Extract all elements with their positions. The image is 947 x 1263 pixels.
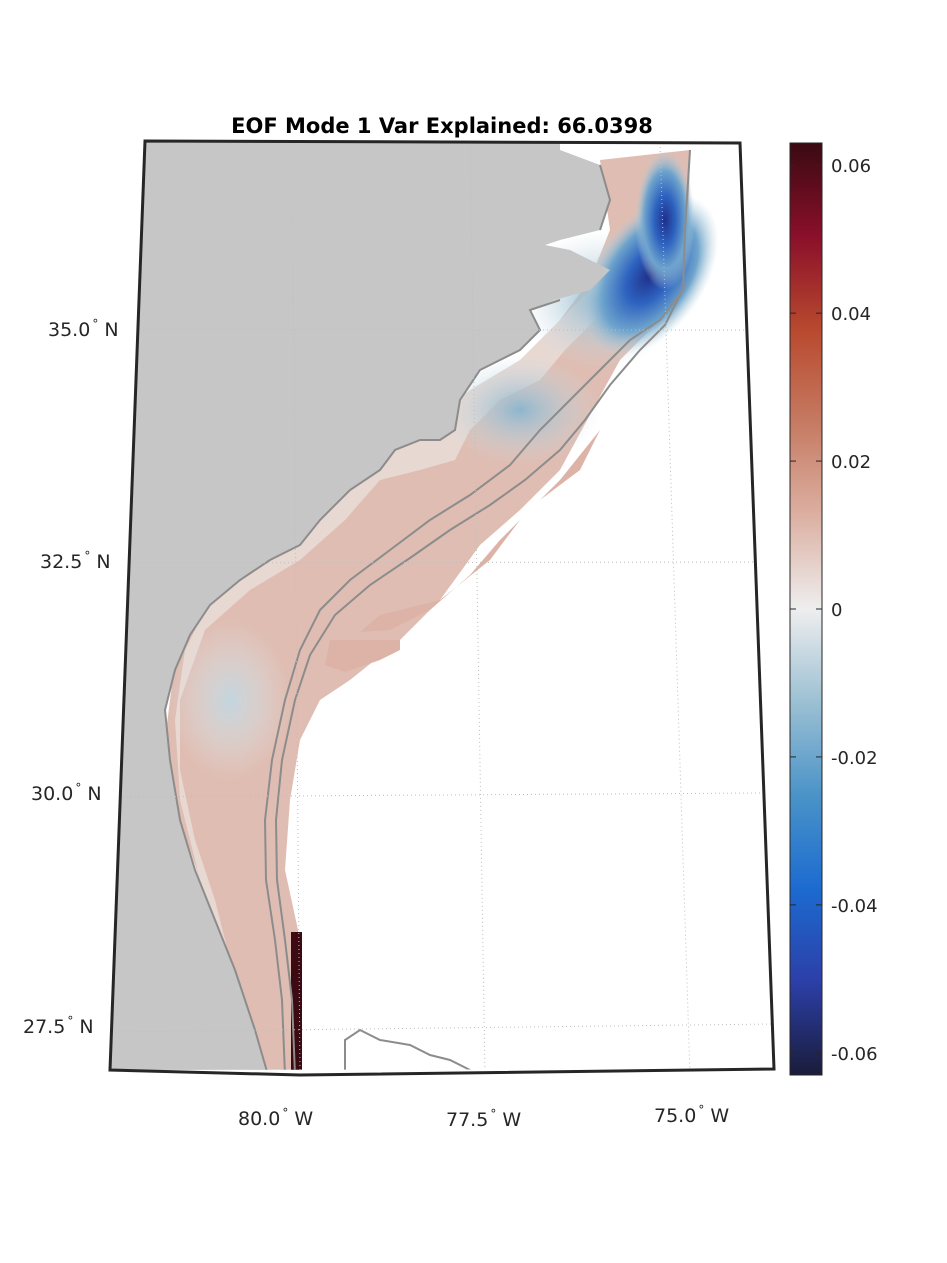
colorbar: 0.06 0.04 0.02 0 -0.02 -0.04 -0.06: [789, 142, 878, 1076]
map-frame: [108, 139, 776, 1077]
isobath-inner: [263, 149, 691, 1070]
lon-label-77.5: 77.5 ° W: [446, 1107, 521, 1131]
bahamas-coastline: [344, 1028, 481, 1070]
colorbar-ticks: 0.06 0.04 0.02 0 -0.02 -0.04 -0.06: [790, 156, 878, 1065]
eof-negative-pale: [170, 620, 290, 780]
eof-negative-core-2: [635, 150, 695, 290]
lon-label-80: 80.0 ° W: [238, 1106, 313, 1130]
latitude-labels: 35.0 ° N 32.5 ° N 30.0 ° N 27.5 ° N: [23, 317, 119, 1038]
colorbar-tick-label: -0.04: [831, 896, 878, 917]
colorbar-tick-label: -0.06: [831, 1044, 878, 1065]
eof-field-offshore: [325, 640, 400, 672]
colorbar-tick-label: 0: [831, 600, 842, 621]
lat-label-32.5: 32.5 ° N: [40, 549, 111, 573]
colorbar-tick-label: -0.02: [831, 748, 878, 769]
eof-negative-mid: [440, 355, 600, 465]
land: [110, 141, 610, 1070]
longitude-labels: 80.0 ° W 77.5 ° W 75.0 ° W: [238, 1103, 729, 1131]
coastline: [163, 164, 612, 1070]
lat-label-35: 35.0 ° N: [48, 317, 119, 341]
eof-max-strip: [291, 932, 302, 1070]
colorbar-tick-label: 0.06: [831, 156, 871, 177]
graticule: [110, 141, 774, 1070]
colorbar-tick-label: 0.04: [831, 304, 871, 325]
isobath-outer: [274, 284, 686, 1070]
lat-label-27.5: 27.5 ° N: [23, 1014, 94, 1038]
lat-label-30: 30.0 ° N: [31, 781, 102, 805]
map-axes: [110, 141, 774, 1070]
map-title: EOF Mode 1 Var Explained: 66.0398: [231, 114, 653, 138]
colorbar-tick-label: 0.02: [831, 452, 871, 473]
lon-label-75: 75.0 ° W: [654, 1103, 729, 1127]
